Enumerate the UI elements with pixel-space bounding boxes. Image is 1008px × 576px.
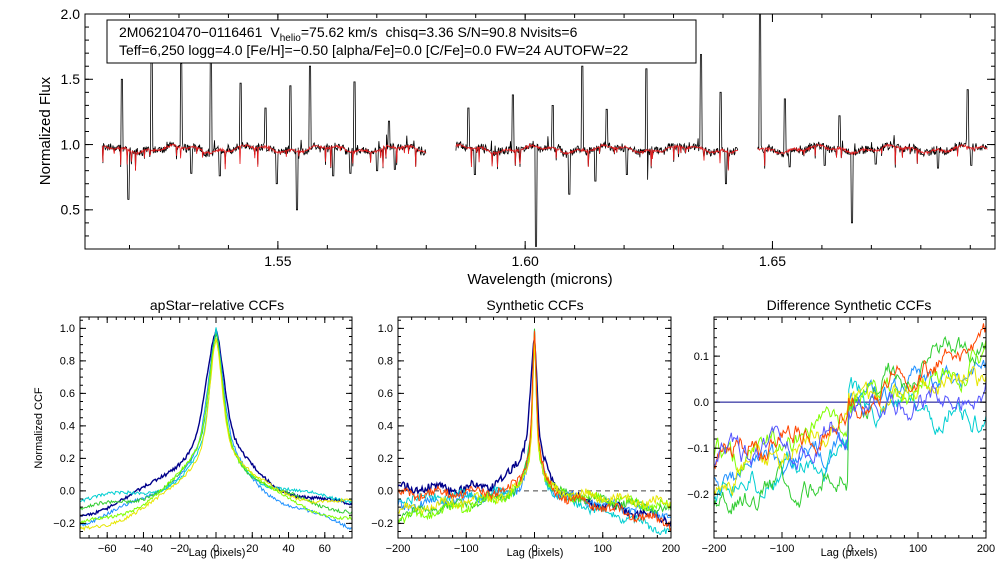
x-tick-label: 0 bbox=[847, 543, 853, 555]
x-tick-label: 60 bbox=[319, 543, 331, 555]
ccf-synthetic-xlabel: Lag (pixels) bbox=[507, 547, 564, 559]
x-tick-label: 100 bbox=[909, 543, 927, 555]
x-tick-label: −100 bbox=[454, 543, 479, 555]
difference-series-visit-6 bbox=[714, 323, 986, 470]
info-line-1: 2M06210470−0116461 Vhelio=75.62 km/s chisq… bbox=[119, 24, 578, 44]
y-tick-label: 0.0 bbox=[694, 397, 709, 409]
y-tick-label: 0.1 bbox=[694, 351, 709, 363]
ccf-series-visit-4 bbox=[80, 332, 352, 514]
spectrum-ylabel: Normalized Flux bbox=[37, 76, 54, 185]
ccf-series-visit-6 bbox=[398, 340, 671, 515]
stellar-parameters: Teff=6,250 logg=4.0 [Fe/H]=−0.50 [alpha/… bbox=[119, 42, 628, 58]
y-tick-label: −0.2 bbox=[687, 489, 709, 501]
y-tick-label: 0.2 bbox=[378, 453, 393, 465]
ccf-apstar-panel: apStar−relative CCFs −60 −40 −20 0 20 40 60 −0.… bbox=[33, 297, 353, 559]
difference-series-visit-4 bbox=[714, 340, 986, 477]
y-tick-label: 0.6 bbox=[60, 388, 75, 400]
model-spectrum-segment bbox=[455, 143, 739, 171]
ccf-series-visit-6 bbox=[80, 338, 352, 531]
y-tick-label: 0.4 bbox=[378, 421, 393, 433]
ccf-apstar-ylabel: Normalized CCF bbox=[33, 387, 45, 469]
y-tick-label: 1.0 bbox=[60, 323, 75, 335]
ccf-series-visit-3 bbox=[80, 327, 352, 505]
x-tick-label: 0 bbox=[531, 543, 537, 555]
spectrum-panel: 1.55 1.60 1.65 0.5 1.0 1.5 2.0 2M06210470−0116… bbox=[37, 6, 996, 288]
ccf-apstar-ticks: −60 −40 −20 0 20 40 60 −0.2 0.0 0.2 0.4 0.6 0.8 1.0 bbox=[53, 317, 353, 555]
y-tick-label: −0.2 bbox=[53, 518, 75, 530]
ccf-series-visit-1 bbox=[80, 327, 352, 517]
y-tick-label: 0.4 bbox=[60, 421, 75, 433]
observed-spectrum-segment bbox=[455, 54, 739, 247]
vhelio-label: V bbox=[270, 24, 280, 40]
x-tick-label: −20 bbox=[170, 543, 189, 555]
model-spectrum-segment bbox=[101, 143, 427, 171]
x-tick-label: 20 bbox=[246, 543, 258, 555]
ccf-apstar-plot-area bbox=[80, 327, 352, 531]
y-tick-label: 0.0 bbox=[60, 486, 75, 498]
difference-series-visit-7 bbox=[714, 381, 986, 470]
y-tick-label: 0.0 bbox=[378, 486, 393, 498]
x-tick-label: 1.55 bbox=[264, 253, 291, 269]
ccf-difference-xlabel: Lag (pixels) bbox=[821, 547, 878, 559]
y-tick-label: −0.2 bbox=[371, 518, 393, 530]
y-tick-label: 1.0 bbox=[378, 323, 393, 335]
x-tick-label: 0 bbox=[213, 543, 219, 555]
x-tick-label: −40 bbox=[134, 543, 153, 555]
ccf-difference-plot-area bbox=[714, 323, 986, 515]
x-tick-label: 200 bbox=[977, 543, 995, 555]
ccf-series-visit-7 bbox=[398, 330, 671, 533]
y-tick-label: 1.5 bbox=[61, 71, 81, 87]
x-tick-label: −200 bbox=[702, 543, 727, 555]
difference-series-visit-5 bbox=[714, 365, 986, 496]
ccf-synthetic-title: Synthetic CCFs bbox=[486, 297, 583, 313]
difference-series-visit-2 bbox=[714, 377, 986, 502]
spectrum-info-box: 2M06210470−0116461 Vhelio=75.62 km/s chisq… bbox=[106, 19, 697, 64]
x-tick-label: 200 bbox=[662, 543, 680, 555]
observed-spectrum-segment bbox=[101, 50, 427, 211]
spectrum-xlabel: Wavelength (microns) bbox=[467, 271, 612, 288]
y-tick-label: 0.2 bbox=[60, 453, 75, 465]
ccf-difference-ticks: −200 −100 0 100 200 −0.2 −0.1 0.0 0.1 bbox=[687, 317, 995, 555]
info-box-frame bbox=[106, 19, 697, 64]
y-tick-label: −0.1 bbox=[687, 443, 709, 455]
x-tick-label: −60 bbox=[98, 543, 117, 555]
y-tick-label: 0.8 bbox=[60, 356, 75, 368]
spectrum-plot-area bbox=[101, 14, 988, 247]
model-spectrum-segment bbox=[757, 143, 988, 167]
y-tick-label: 1.0 bbox=[61, 136, 81, 152]
ccf-apstar-axes-frame bbox=[79, 316, 353, 539]
y-tick-label: 2.0 bbox=[61, 6, 81, 22]
spectrum-ticks: 1.55 1.60 1.65 0.5 1.0 1.5 2.0 bbox=[61, 6, 995, 269]
x-tick-label: 100 bbox=[594, 543, 612, 555]
x-tick-label: −100 bbox=[770, 543, 795, 555]
vhelio-subscript: helio bbox=[280, 33, 302, 44]
ccf-synthetic-ticks: −200 −100 0 100 200 −0.2 0.0 0.2 0.4 0.6 0.8 1.0 bbox=[371, 317, 680, 555]
ccf-difference-title: Difference Synthetic CCFs bbox=[767, 297, 932, 313]
y-tick-label: 0.5 bbox=[61, 202, 81, 218]
ccf-synthetic-plot-area bbox=[398, 328, 671, 535]
vhelio-value: =75.62 km/s bbox=[301, 24, 378, 40]
ccf-series-visit-4 bbox=[398, 328, 671, 523]
ccf-synthetic-panel: Synthetic CCFs −200 −100 0 100 200 −0.2 0.0 0.2… bbox=[371, 297, 680, 559]
fit-stats: chisq=3.36 S/N=90.8 Nvisits=6 bbox=[386, 24, 578, 40]
x-tick-label: 1.60 bbox=[512, 253, 539, 269]
ccf-apstar-xlabel: Lag (pixels) bbox=[189, 547, 246, 559]
ccf-apstar-title: apStar−relative CCFs bbox=[150, 297, 284, 313]
ccf-difference-panel: Difference Synthetic CCFs −200 −100 0 100 20… bbox=[687, 297, 995, 559]
difference-series-visit-3 bbox=[714, 335, 986, 515]
star-id: 2M06210470−0116461 bbox=[119, 24, 263, 40]
x-tick-label: −200 bbox=[386, 543, 411, 555]
y-tick-label: 0.8 bbox=[378, 356, 393, 368]
ccf-series-visit-5 bbox=[80, 338, 352, 525]
observed-spectrum-segment bbox=[757, 14, 988, 224]
x-tick-label: 1.65 bbox=[759, 253, 786, 269]
y-tick-label: 0.6 bbox=[378, 388, 393, 400]
x-tick-label: 40 bbox=[282, 543, 294, 555]
ccf-series-visit-5 bbox=[398, 331, 671, 525]
